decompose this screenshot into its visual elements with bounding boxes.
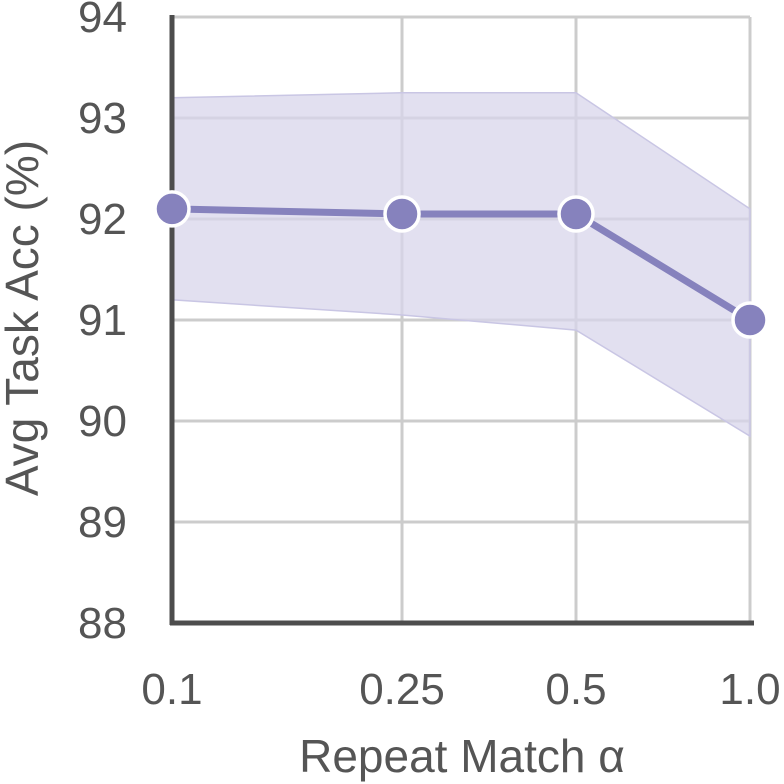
y-tick-label: 89 bbox=[78, 498, 127, 547]
y-axis-label: Avg Task Acc (%) bbox=[0, 140, 48, 496]
y-tick-label: 92 bbox=[78, 195, 127, 244]
confidence-band bbox=[171, 92, 751, 438]
y-tick-label: 90 bbox=[78, 397, 127, 446]
series-line bbox=[168, 205, 754, 324]
x-tick-label: 0.5 bbox=[545, 665, 606, 714]
x-tick-label: 0.25 bbox=[359, 665, 445, 714]
y-tick-labels: 88 89 90 91 92 93 94 bbox=[78, 0, 127, 648]
y-tick-label: 91 bbox=[78, 296, 127, 345]
x-tick-label: 1.0 bbox=[719, 665, 780, 714]
series-marker-layer bbox=[153, 190, 769, 339]
data-point bbox=[731, 301, 769, 339]
y-tick-label: 88 bbox=[78, 599, 127, 648]
y-tick-label: 94 bbox=[78, 0, 127, 42]
x-tick-label: 0.1 bbox=[141, 665, 202, 714]
axes bbox=[169, 15, 754, 626]
data-point bbox=[557, 195, 595, 233]
x-axis-label: Repeat Match α bbox=[299, 730, 625, 782]
y-tick-label: 93 bbox=[78, 94, 127, 143]
confidence-band-layer bbox=[171, 92, 751, 438]
data-point bbox=[153, 190, 191, 228]
data-point bbox=[383, 195, 421, 233]
x-tick-labels: 0.1 0.25 0.5 1.0 bbox=[141, 665, 780, 714]
series-line-layer bbox=[168, 205, 754, 324]
